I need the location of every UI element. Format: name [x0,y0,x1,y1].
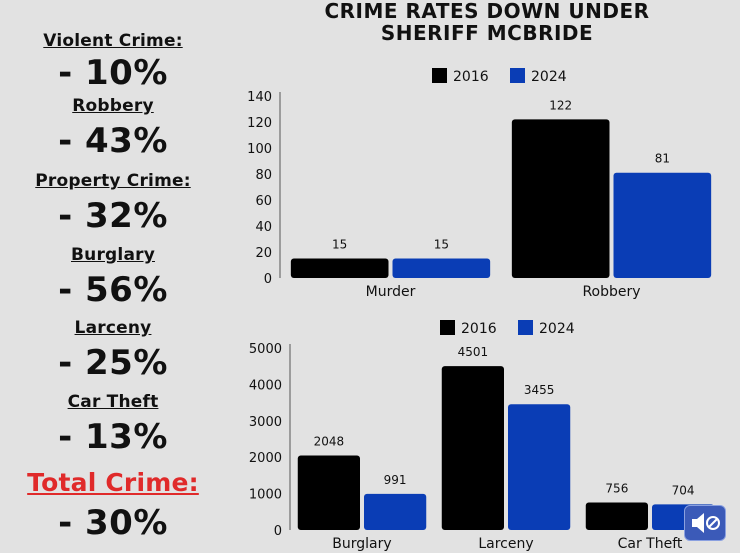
bar [585,502,648,530]
data-label: 15 [434,238,449,252]
stat-value-violent-crime: - 10% [58,53,168,93]
data-label: 991 [384,473,407,487]
chart-murder-robbery: 0 20 40 60 80 100 120 140 2016 2024 15 15 Murder 122 8… [247,68,712,300]
stat-value-property-crime: - 32% [58,196,168,236]
data-label: 704 [672,483,695,497]
legend-label: 2016 [453,69,489,85]
stat-label-property-crime: Property Crime: [35,171,191,191]
y-tick-label: 100 [247,142,272,157]
bar [508,404,571,530]
bar [613,172,712,278]
y-tick-label: 80 [255,168,272,183]
y-tick-label: 120 [247,116,272,131]
bar [297,455,360,530]
legend-swatch [432,68,447,83]
stats-panel: Violent Crime: - 10% Robbery - 43% Prope… [0,0,230,553]
bar [364,493,427,530]
y-tick-label: 3000 [249,415,282,430]
volume-button[interactable] [684,505,726,541]
y-tick-label: 1000 [249,488,282,503]
legend-swatch [440,320,455,335]
legend-swatch [510,68,525,83]
legend-swatch [518,320,533,335]
y-tick-label: 140 [247,90,272,105]
data-label: 2048 [314,434,345,448]
stat-value-car-theft: - 13% [58,417,168,457]
y-tick-label: 5000 [249,342,282,357]
bar [441,366,504,530]
y-tick-label: 40 [255,220,272,235]
stat-value-burglary: - 56% [58,270,168,310]
legend-label: 2024 [539,321,575,337]
category-label: Car Theft [618,536,683,552]
category-label: Robbery [582,284,640,300]
stat-value-robbery: - 43% [58,121,168,161]
stat-value-larceny: - 25% [58,343,168,383]
stat-label-robbery: Robbery [72,96,154,116]
data-label: 122 [549,98,572,112]
y-tick-label: 4000 [249,378,282,393]
stat-value-total-crime: - 30% [58,503,168,543]
data-label: 81 [655,152,670,166]
stat-label-burglary: Burglary [71,245,155,265]
stat-label-total-crime: Total Crime: [27,468,199,497]
legend-label: 2016 [461,321,497,337]
bar [290,258,389,278]
data-label: 4501 [458,345,489,359]
page-title: CRIME RATES DOWN UNDER SHERIFF MCBRIDE [324,0,650,45]
volume-muted-icon [692,513,720,533]
stat-label-violent-crime: Violent Crime: [43,31,183,51]
stat-label-car-theft: Car Theft [67,392,159,412]
bar [392,258,491,278]
category-label: Murder [366,284,416,300]
y-tick-label: 20 [255,246,272,261]
stat-label-larceny: Larceny [74,318,152,338]
data-label: 15 [332,238,347,252]
y-tick-label: 60 [255,194,272,209]
bar [511,119,610,279]
chart-property-crimes: 0 1000 2000 3000 4000 5000 2016 2024 2048 991 Burg… [249,320,715,552]
y-tick-label: 2000 [249,451,282,466]
data-label: 756 [605,481,628,495]
data-label: 3455 [524,383,555,397]
y-tick-label: 0 [264,272,272,287]
legend-label: 2024 [531,69,567,85]
y-tick-label: 0 [274,524,282,539]
category-label: Larceny [478,536,533,552]
category-label: Burglary [332,536,391,552]
